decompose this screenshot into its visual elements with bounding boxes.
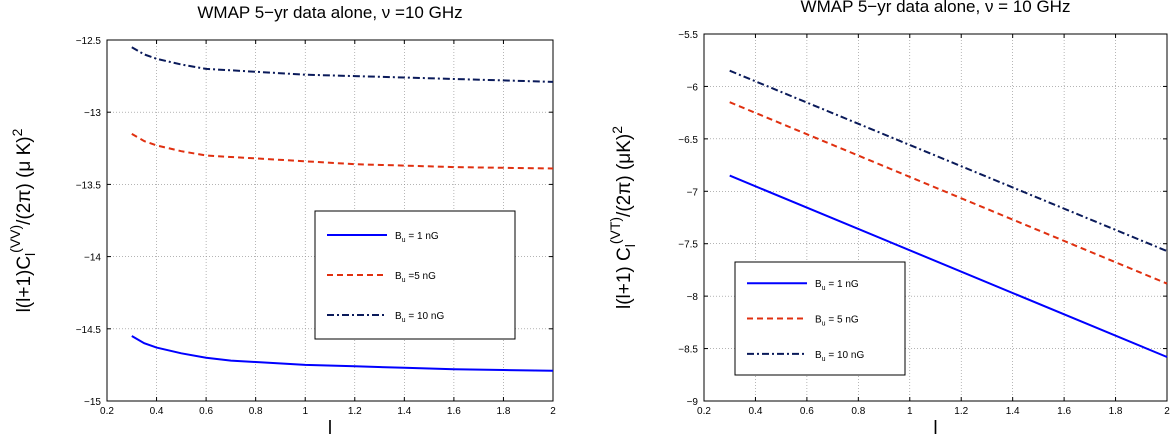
x-tick-label: 1.4 bbox=[1006, 406, 1020, 417]
x-tick-label: 1.2 bbox=[954, 406, 968, 417]
x-tick-label: 0.2 bbox=[100, 406, 114, 417]
x-tick-label: 2 bbox=[550, 406, 556, 417]
chart-1: 0.2 0.4 0.6 0.8 1 1.2 1.4 1.6 1.8 2 −15 −14.5 −14 −13… bbox=[7, 3, 556, 439]
legend-label-1: Bu = 1 nG bbox=[815, 279, 859, 292]
x-tick-label: 0.4 bbox=[150, 406, 164, 417]
y-tick-label: −13 bbox=[84, 108, 101, 119]
y-tick-label: −14.5 bbox=[76, 325, 102, 336]
legend: Bu = 1 nG Bu = 5 nG Bu = 10 nG bbox=[734, 261, 906, 376]
x-tick-label: 1 bbox=[302, 406, 308, 417]
x-tick-label: 1.8 bbox=[496, 406, 510, 417]
axes-box bbox=[106, 39, 554, 402]
y-axis-label: l(l+1) Cl(VT)/(2π) (μK)2 bbox=[607, 126, 638, 309]
y-tick-label: −8.5 bbox=[678, 345, 698, 356]
y-tick-label: −7 bbox=[687, 187, 699, 198]
x-tick-label: 1.6 bbox=[1057, 406, 1071, 417]
series-line-1 bbox=[729, 174, 1168, 358]
x-tick-label: 1.8 bbox=[1109, 406, 1123, 417]
x-tick-label: 0.4 bbox=[748, 406, 762, 417]
y-axis-label: l(l+1)Cl(VV)/(2π) (μ K)2 bbox=[7, 128, 38, 312]
y-tick-label: −14 bbox=[84, 253, 101, 264]
x-axis-label: l bbox=[328, 418, 332, 439]
x-tick-label: 1.4 bbox=[397, 406, 411, 417]
x-tick-label: 0.6 bbox=[199, 406, 213, 417]
legend: Bu = 1 nG Bu =5 nG Bu = 10 nG bbox=[314, 210, 516, 340]
y-tick-label: −9 bbox=[687, 397, 699, 408]
x-tick-label: 2 bbox=[1164, 406, 1170, 417]
y-tick-label: −12.5 bbox=[76, 36, 102, 47]
axes-box bbox=[703, 33, 1168, 402]
legend-label-2: Bu =5 nG bbox=[395, 271, 436, 284]
y-tick-label: −8 bbox=[687, 292, 699, 303]
series-line-1 bbox=[131, 335, 554, 372]
y-tick-label: −5.5 bbox=[678, 30, 698, 41]
x-tick-label: 1.2 bbox=[348, 406, 362, 417]
y-tick-label: −15 bbox=[84, 397, 101, 408]
y-tick-label: −7.5 bbox=[678, 240, 698, 251]
chart-title: WMAP 5−yr data alone, ν = 10 GHz bbox=[801, 0, 1071, 16]
x-tick-label: 0.8 bbox=[851, 406, 865, 417]
chart-2: 0.2 0.4 0.6 0.8 1 1.2 1.4 1.6 1.8 2 −9 −8.5 −8 −7.5 −7… bbox=[607, 0, 1170, 439]
x-tick-label: 0.6 bbox=[800, 406, 814, 417]
legend-label-3: Bu = 10 nG bbox=[815, 350, 864, 363]
series-line-3 bbox=[131, 46, 554, 83]
x-tick-label: 0.2 bbox=[697, 406, 711, 417]
series-line-2 bbox=[729, 101, 1168, 285]
legend-box bbox=[734, 261, 906, 376]
y-tick-label: −6 bbox=[687, 82, 699, 93]
chart-title: WMAP 5−yr data alone, ν =10 GHz bbox=[197, 3, 462, 22]
legend-label-2: Bu = 5 nG bbox=[815, 315, 859, 328]
x-tick-label: 1.6 bbox=[447, 406, 461, 417]
y-tick-label: −6.5 bbox=[678, 135, 698, 146]
legend-label-3: Bu = 10 nG bbox=[395, 311, 444, 324]
series-line-3 bbox=[729, 69, 1168, 253]
legend-label-1: Bu = 1 nG bbox=[395, 231, 439, 244]
x-axis-label: l bbox=[933, 418, 937, 439]
x-tick-label: 0.8 bbox=[249, 406, 263, 417]
y-tick-label: −13.5 bbox=[76, 180, 102, 191]
x-tick-label: 1 bbox=[907, 406, 913, 417]
